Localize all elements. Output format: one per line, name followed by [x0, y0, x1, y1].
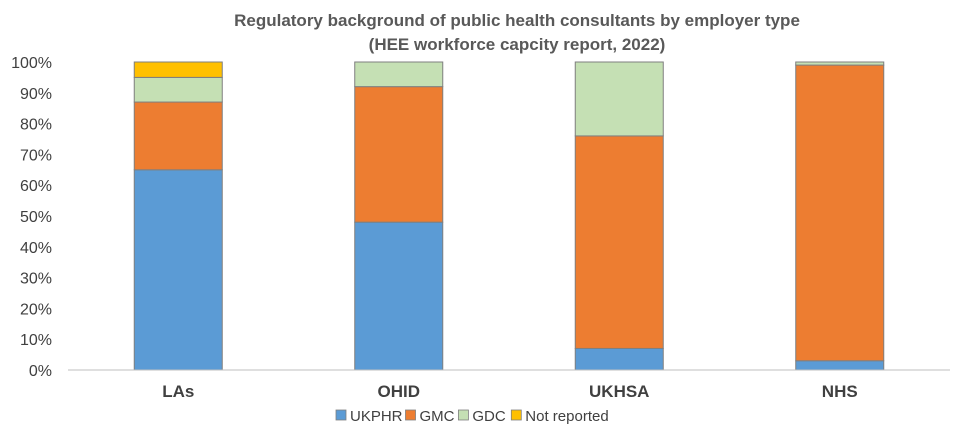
- y-tick-label: 100%: [11, 55, 52, 72]
- chart-subtitle: (HEE workforce capcity report, 2022): [369, 35, 666, 54]
- bars: [133, 61, 885, 371]
- y-tick-label: 0%: [29, 363, 52, 380]
- legend: UKPHR GMC GDC Not reported: [335, 408, 609, 425]
- legend-label: GDC: [472, 408, 506, 425]
- y-tick-label: 90%: [20, 86, 52, 103]
- bar-segment: [574, 347, 664, 371]
- y-tick-label: 80%: [20, 117, 52, 134]
- bar-segment: [795, 64, 885, 362]
- y-tick-label: 30%: [20, 271, 52, 288]
- bar-segment: [795, 360, 885, 371]
- legend-label: UKPHR: [350, 408, 403, 425]
- x-tick-label: LAs: [162, 382, 194, 401]
- bar-segment: [354, 61, 444, 88]
- x-tick-label: UKHSA: [589, 382, 649, 401]
- y-tick-label: 60%: [20, 178, 52, 195]
- legend-swatch: [457, 409, 469, 421]
- bar-segment: [133, 101, 223, 171]
- bar-segment: [133, 169, 223, 371]
- y-tick-label: 20%: [20, 301, 52, 318]
- y-tick-label: 50%: [20, 209, 52, 226]
- bar-segment: [795, 61, 885, 66]
- bar-segment: [133, 61, 223, 78]
- x-axis: LAs OHID UKHSA NHS: [162, 382, 858, 401]
- y-tick-label: 70%: [20, 147, 52, 164]
- bar-segment: [133, 76, 223, 103]
- x-tick-label: NHS: [822, 382, 858, 401]
- legend-label: GMC: [420, 408, 455, 425]
- chart-title: Regulatory background of public health c…: [234, 11, 800, 30]
- legend-label: Not reported: [525, 408, 608, 425]
- y-tick-label: 10%: [20, 332, 52, 349]
- y-tick-label: 40%: [20, 240, 52, 257]
- legend-swatch: [510, 409, 522, 421]
- bar-segment: [354, 221, 444, 371]
- bar-segment: [574, 61, 664, 137]
- bar-segment: [574, 135, 664, 349]
- y-axis: 0% 10% 20% 30% 40% 50% 60% 70% 80% 90% 100%: [11, 55, 52, 380]
- x-tick-label: OHID: [378, 382, 421, 401]
- legend-swatch: [405, 409, 416, 421]
- bar-segment: [354, 86, 444, 223]
- legend-swatch: [335, 409, 347, 421]
